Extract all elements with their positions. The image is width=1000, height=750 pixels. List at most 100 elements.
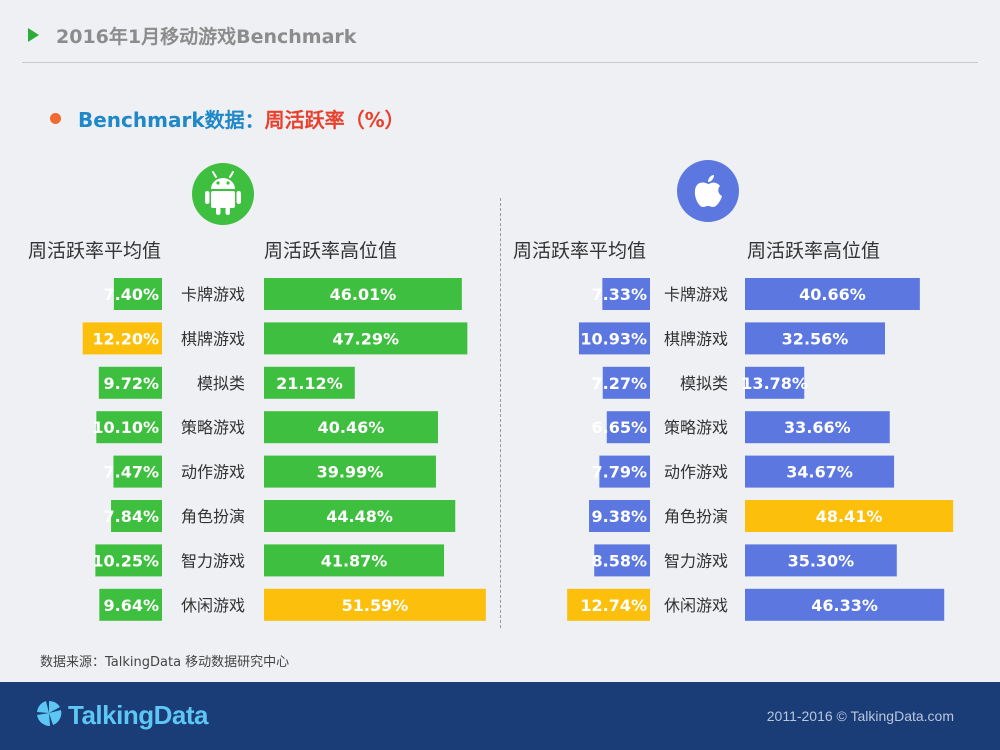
- ios-high-header: 周活跃率高位值: [747, 240, 881, 262]
- android-high-value: 40.46%: [318, 418, 385, 437]
- ios-avg-value: 10.93%: [580, 329, 647, 348]
- android-avg-bar: [111, 500, 162, 532]
- platform-divider: [500, 198, 501, 628]
- android-category-label: 智力游戏: [181, 551, 245, 570]
- android-category-label: 角色扮演: [181, 507, 245, 526]
- ios-high-value: 40.66%: [799, 285, 866, 304]
- ios-avg-bar: [594, 544, 650, 577]
- chart-subtitle: Benchmark数据：周活跃率（%）: [78, 104, 405, 133]
- ios-avg-value: 7.27%: [591, 374, 647, 393]
- android-avg-bar: [113, 278, 162, 310]
- android-avg-bar: [99, 588, 162, 621]
- android-avg-value: 7.40%: [103, 285, 159, 304]
- ios-avg-bar: [567, 588, 650, 621]
- brand-name: TalkingData: [68, 700, 208, 730]
- ios-high-value: 35.30%: [788, 551, 855, 570]
- ios-high-bar: [745, 411, 890, 444]
- android-high-value: 47.29%: [332, 329, 399, 348]
- subtitle-metric: 周活跃率（%）: [264, 108, 405, 132]
- android-high-bar: [264, 455, 436, 488]
- data-source: 数据来源：TalkingData 移动数据研究中心: [40, 655, 290, 670]
- android-avg-value: 7.47%: [103, 463, 159, 482]
- ios-high-value: 34.67%: [786, 463, 853, 482]
- ios-high-bar: [745, 322, 886, 355]
- ios-avg-header: 周活跃率平均值: [513, 240, 647, 262]
- android-avg-bar: [113, 455, 162, 488]
- ios-high-value: 13.78%: [741, 374, 808, 393]
- ios-high-bar: [745, 455, 895, 488]
- android-high-bar: [264, 544, 445, 577]
- android-category-label: 棋牌游戏: [181, 329, 245, 348]
- android-high-value: 41.87%: [321, 551, 388, 570]
- ios-high-bar: [745, 500, 954, 532]
- android-avg-value: 7.84%: [103, 507, 159, 526]
- android-category-label: 休闲游戏: [181, 596, 245, 615]
- android-avg-bar: [95, 544, 162, 577]
- ios-avg-value: 8.58%: [591, 551, 647, 570]
- android-avg-value: 9.64%: [103, 596, 159, 615]
- ios-category-label: 角色扮演: [664, 507, 728, 526]
- android-category-label: 卡牌游戏: [181, 285, 245, 304]
- ios-avg-value: 9.38%: [591, 507, 647, 526]
- android-avg-value: 9.72%: [103, 374, 159, 393]
- ios-avg-value: 12.74%: [580, 596, 647, 615]
- android-avg-header: 周活跃率平均值: [28, 240, 162, 262]
- slide-title: 2016年1月移动游戏Benchmark: [56, 26, 357, 48]
- android-high-value: 21.12%: [276, 374, 343, 393]
- android-high-bar: [264, 588, 486, 621]
- ios-high-bar: [745, 588, 945, 621]
- footer-bar: TalkingData 2011-2016 © TalkingData.com: [0, 682, 1000, 750]
- ios-avg-bar: [578, 322, 650, 355]
- ios-high-value: 33.66%: [784, 418, 851, 437]
- ios-category-label: 动作游戏: [664, 463, 728, 482]
- ios-avg-bar: [602, 278, 650, 310]
- android-high-bar: [264, 366, 355, 399]
- ios-high-value: 46.33%: [811, 596, 878, 615]
- ios-high-value: 32.56%: [782, 329, 849, 348]
- android-avg-bar: [98, 366, 162, 399]
- ios-avg-value: 7.33%: [591, 285, 647, 304]
- android-avg-value: 10.10%: [92, 418, 159, 437]
- ios-high-bar: [745, 544, 897, 577]
- bullet-dot-icon: [50, 113, 61, 124]
- android-icon: [192, 163, 254, 225]
- benchmark-bar-chart: 7.40% 卡牌游戏 46.01% 12.20% 棋牌游戏 47.29% 9.72% 模拟类 2…: [82, 278, 954, 621]
- ios-category-label: 智力游戏: [664, 551, 728, 570]
- ios-high-value: 48.41%: [816, 507, 883, 526]
- title-arrow-icon: [28, 28, 39, 42]
- ios-category-label: 卡牌游戏: [664, 285, 728, 304]
- android-high-bar: [264, 411, 438, 444]
- ios-category-label: 休闲游戏: [664, 596, 728, 615]
- android-avg-value: 10.25%: [92, 551, 159, 570]
- ios-avg-bar: [589, 500, 650, 532]
- talkingdata-logo-icon: [37, 700, 62, 727]
- android-high-bar: [264, 278, 462, 310]
- android-high-value: 51.59%: [342, 596, 409, 615]
- android-high-header: 周活跃率高位值: [264, 240, 398, 262]
- android-avg-value: 12.20%: [92, 329, 159, 348]
- ios-category-label: 策略游戏: [664, 418, 728, 437]
- copyright: 2011-2016 © TalkingData.com: [766, 708, 954, 724]
- ios-high-bar: [745, 278, 920, 310]
- apple-icon: [677, 160, 739, 222]
- ios-avg-bar: [606, 411, 650, 444]
- ios-avg-bar: [599, 455, 650, 488]
- ios-avg-bar: [602, 366, 650, 399]
- android-high-bar: [264, 500, 456, 532]
- ios-avg-value: 6.65%: [591, 418, 647, 437]
- ios-category-label: 棋牌游戏: [664, 329, 728, 348]
- android-category-label: 模拟类: [197, 374, 245, 393]
- android-avg-bar: [82, 322, 162, 355]
- android-avg-bar: [96, 411, 162, 444]
- android-high-bar: [264, 322, 468, 355]
- ios-category-label: 模拟类: [680, 374, 728, 393]
- android-category-label: 策略游戏: [181, 418, 245, 437]
- android-high-value: 46.01%: [330, 285, 397, 304]
- android-high-value: 39.99%: [317, 463, 384, 482]
- subtitle-benchmark: Benchmark数据：: [78, 108, 265, 132]
- title-divider: [22, 62, 978, 63]
- android-high-value: 44.48%: [326, 507, 393, 526]
- android-category-label: 动作游戏: [181, 463, 245, 482]
- ios-avg-value: 7.79%: [591, 463, 647, 482]
- ios-high-bar: [745, 366, 805, 399]
